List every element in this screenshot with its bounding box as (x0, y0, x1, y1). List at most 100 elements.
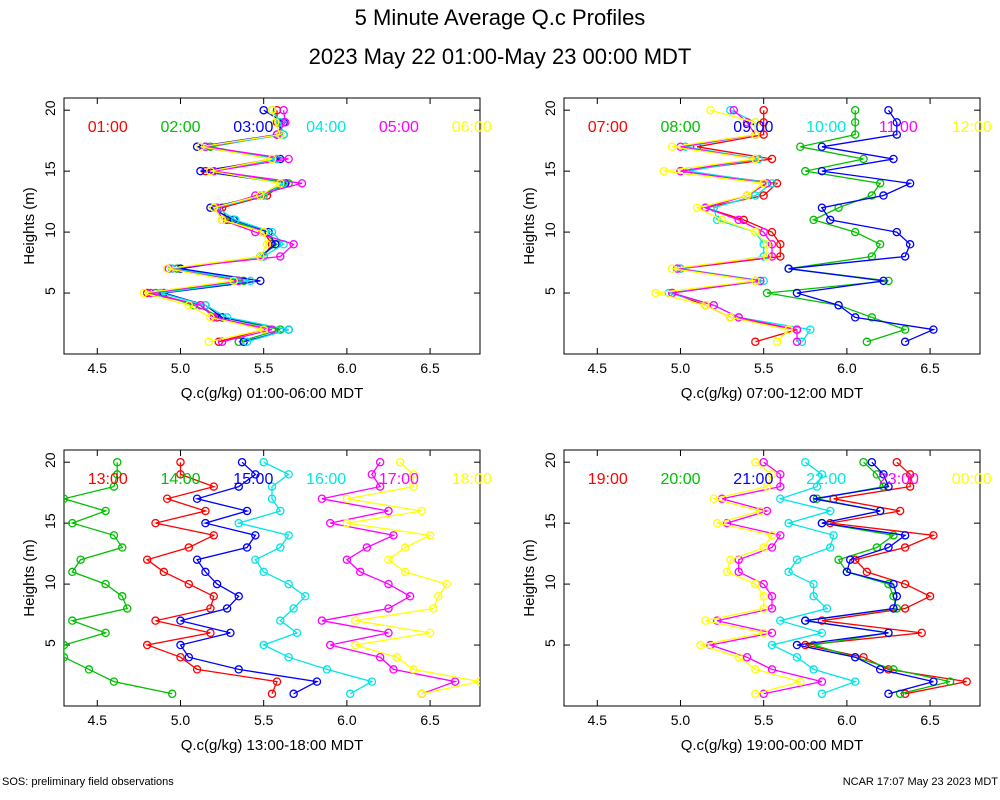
data-point-12:00 (692, 203, 702, 212)
data-point-11:00 (676, 166, 685, 176)
data-point-04:00 (276, 118, 285, 127)
data-point-16:00 (367, 677, 377, 686)
panel-1: 4.5 5.0 5.5 6.0 6.5 5 10 15 20 Q.c(g/kg) 01:00-06… (21, 97, 492, 402)
x-tick-label: 5.5 (754, 360, 774, 376)
data-point-17:00 (342, 555, 352, 564)
data-point-09:00 (905, 179, 915, 188)
data-point-16:00 (259, 640, 268, 650)
data-point-07:00 (751, 337, 760, 347)
data-point-09:00 (892, 118, 902, 127)
data-point-16:00 (234, 518, 243, 528)
series-line-14:00 (64, 462, 173, 695)
legend-label-00:00: 00:00 (952, 471, 992, 488)
data-point-05:00 (281, 118, 290, 127)
data-point-18:00 (392, 652, 402, 662)
data-point-22:00 (817, 470, 827, 479)
data-point-17:00 (389, 531, 398, 540)
data-point-14:00 (64, 640, 69, 650)
data-point-20:00 (945, 677, 955, 686)
legend-label-02:00: 02:00 (161, 119, 201, 136)
y-tick-label: 20 (42, 452, 58, 468)
y-axis-label: Heights (m) (21, 187, 38, 265)
data-point-11:00 (756, 276, 765, 286)
data-point-12:00 (762, 240, 772, 249)
data-point-13:00 (184, 543, 194, 552)
data-point-10:00 (751, 191, 760, 200)
data-point-03:00 (256, 276, 265, 286)
data-point-18:00 (350, 640, 360, 650)
legend-label-11:00: 11:00 (879, 119, 918, 136)
data-point-00:00 (722, 567, 732, 577)
data-point-15:00 (212, 579, 222, 589)
data-point-15:00 (176, 640, 185, 650)
data-point-12:00 (784, 325, 793, 334)
data-point-17:00 (317, 494, 327, 504)
data-point-06:00 (209, 203, 219, 212)
x-tick-label: 6.5 (920, 360, 940, 376)
data-point-14:00 (109, 482, 119, 491)
data-point-22:00 (792, 652, 802, 662)
data-point-20:00 (834, 555, 843, 564)
data-point-22:00 (776, 494, 785, 504)
data-point-09:00 (900, 337, 910, 347)
series-line-16:00 (236, 461, 374, 695)
data-point-15:00 (312, 677, 322, 686)
data-point-13:00 (267, 689, 277, 699)
x-tick-label: 4.5 (88, 360, 108, 376)
data-point-09:00 (892, 130, 902, 139)
y-tick-label: 10 (42, 222, 58, 238)
data-point-16:00 (301, 592, 310, 601)
x-tick-label: 6.5 (420, 360, 440, 376)
data-point-06:00 (267, 154, 277, 164)
data-point-23:00 (742, 652, 752, 662)
data-point-22:00 (812, 482, 822, 491)
series-line-15:00 (179, 461, 319, 695)
y-tick-label: 5 (42, 287, 58, 295)
data-point-06:00 (262, 240, 272, 249)
y-tick-label: 5 (542, 287, 558, 295)
data-point-12:00 (701, 300, 710, 310)
series-line-06:00 (143, 110, 283, 343)
data-point-13:00 (209, 482, 219, 491)
data-point-07:00 (759, 130, 768, 139)
data-point-07:00 (772, 179, 782, 188)
data-point-03:00 (259, 105, 268, 115)
plot-area (64, 457, 480, 699)
legend-label-18:00: 18:00 (452, 471, 492, 488)
data-point-00:00 (759, 592, 768, 601)
data-point-16:00 (322, 665, 332, 674)
data-point-16:00 (284, 470, 293, 479)
data-point-23:00 (776, 482, 785, 491)
data-point-04:00 (272, 154, 282, 164)
data-point-22:00 (825, 543, 835, 552)
data-point-21:00 (884, 543, 893, 552)
data-point-09:00 (784, 264, 793, 273)
data-point-23:00 (767, 604, 777, 613)
data-point-00:00 (709, 494, 719, 504)
series-line-22:00 (770, 461, 858, 695)
data-point-00:00 (759, 604, 768, 613)
data-point-15:00 (201, 567, 210, 577)
series-line-11:00 (672, 109, 798, 342)
legend-label-08:00: 08:00 (661, 119, 701, 136)
data-point-13:00 (151, 616, 160, 625)
data-point-21:00 (889, 604, 898, 613)
data-point-09:00 (850, 313, 860, 322)
data-point-12:00 (772, 337, 782, 347)
data-point-14:00 (122, 604, 132, 613)
data-point-05:00 (284, 154, 293, 164)
legend-label-01:00: 01:00 (88, 119, 128, 136)
data-point-16:00 (289, 604, 298, 613)
data-point-03:00 (271, 240, 280, 249)
x-tick-label: 4.5 (588, 712, 608, 728)
data-point-23:00 (722, 518, 732, 528)
data-point-21:00 (889, 579, 898, 589)
data-point-12:00 (751, 154, 760, 164)
series-line-09:00 (788, 109, 936, 343)
data-point-17:00 (325, 518, 335, 528)
data-point-05:00 (234, 276, 243, 286)
data-point-06:00 (204, 337, 214, 347)
data-point-15:00 (251, 470, 260, 479)
data-point-21:00 (929, 677, 938, 686)
data-point-14:00 (109, 531, 119, 540)
